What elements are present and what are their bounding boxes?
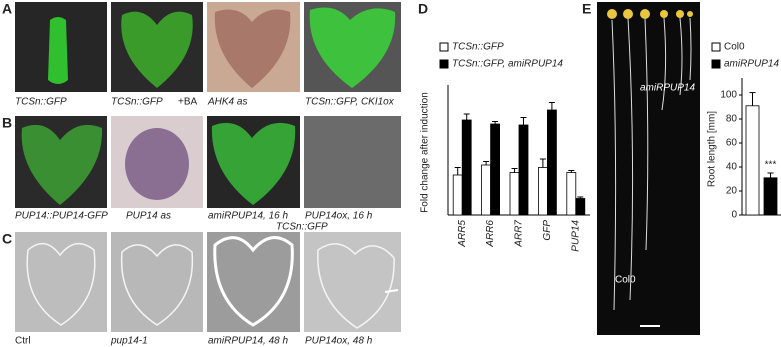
x-tick-label: ARR7 xyxy=(514,220,525,248)
micrographs-c xyxy=(15,232,401,332)
caption: amiRPUP14, 48 h xyxy=(208,336,288,347)
legend-label: TCSn::GFP xyxy=(452,42,504,53)
y-tick-label: 100 xyxy=(720,90,737,101)
panel-label: D xyxy=(418,1,428,17)
legend-label: amiRPUP14 xyxy=(724,59,779,70)
legend-swatch xyxy=(439,59,449,69)
stain xyxy=(214,9,291,89)
y-tick-label: 20 xyxy=(726,186,738,197)
micrographs-b xyxy=(15,116,401,208)
bar xyxy=(490,123,501,216)
y-tick-label: 40 xyxy=(726,162,738,173)
bar xyxy=(461,119,472,216)
bar xyxy=(575,198,586,216)
caption: PUP14ox, 48 h xyxy=(305,336,373,347)
micrographs-a xyxy=(15,2,401,92)
outline xyxy=(120,244,194,326)
seedling xyxy=(687,11,693,17)
caption: Ctrl xyxy=(15,336,31,347)
bar xyxy=(518,124,529,216)
caption: TCSn::GFP xyxy=(276,222,328,233)
outline xyxy=(317,243,395,329)
bar xyxy=(566,172,577,216)
gfp-signal xyxy=(21,124,103,205)
photo-label: amiRPUP14 xyxy=(640,83,695,94)
x-tick-label: GFP xyxy=(542,220,553,241)
panel-label: A xyxy=(2,1,12,17)
caption: TCSn::GFP xyxy=(111,97,163,108)
image xyxy=(207,232,300,332)
bar xyxy=(763,177,778,216)
panel-label: B xyxy=(2,115,12,131)
outline xyxy=(26,242,96,326)
seedling xyxy=(640,9,650,19)
caption: TCSn::GFP, CKI1ox xyxy=(305,97,395,108)
caption: +BA xyxy=(178,97,198,108)
bar xyxy=(481,164,492,216)
y-axis-label: Fold change after induction xyxy=(420,92,431,213)
seedling xyxy=(660,10,668,18)
seedling xyxy=(607,9,617,19)
legend-swatch xyxy=(711,42,721,52)
legend-label: TCSn::GFP, amiRPUP14 xyxy=(452,59,563,70)
root xyxy=(661,17,667,111)
y-tick-label: 60 xyxy=(726,138,738,149)
image xyxy=(304,116,401,208)
y-axis-label: Root length [mm] xyxy=(707,111,718,187)
arrow xyxy=(384,289,399,293)
bar xyxy=(547,109,557,216)
gfp-signal xyxy=(121,11,193,89)
x-tick-label: PUP14 xyxy=(570,220,581,252)
caption: PUP14 as xyxy=(126,211,171,222)
caption: PUP14ox, 16 h xyxy=(305,211,373,222)
panel-label: E xyxy=(582,1,591,17)
bar xyxy=(509,172,520,216)
stain xyxy=(125,128,189,200)
root xyxy=(679,17,683,96)
root xyxy=(644,17,649,251)
x-tick-label: ARR5 xyxy=(457,220,468,248)
caption: TCSn::GFP xyxy=(15,97,67,108)
bar xyxy=(452,174,463,216)
caption: pup14-1 xyxy=(110,336,148,347)
image xyxy=(597,2,700,335)
gfp-signal xyxy=(309,7,396,89)
legend-label: Col0 xyxy=(724,42,745,53)
outline xyxy=(213,236,294,327)
seedling xyxy=(676,10,684,18)
root xyxy=(611,19,617,311)
caption: AHK4 as xyxy=(207,97,247,108)
root-photo: amiRPUP14 Col0 xyxy=(597,2,700,335)
gfp-signal xyxy=(48,17,68,84)
root xyxy=(627,17,634,301)
caption: amiRPUP14, 16 h xyxy=(208,211,288,222)
annotation: *** xyxy=(765,160,777,171)
bar xyxy=(538,167,548,216)
bar xyxy=(745,105,760,216)
y-tick-label: 80 xyxy=(726,114,738,125)
legend-swatch xyxy=(711,59,721,69)
root xyxy=(689,17,692,81)
y-tick-label: 0 xyxy=(731,210,737,221)
image xyxy=(304,232,401,332)
x-tick-label: ARR6 xyxy=(485,220,496,248)
panel-label: C xyxy=(2,231,12,247)
photo-label: Col0 xyxy=(615,275,636,286)
caption: PUP14::PUP14-GFP xyxy=(15,211,108,222)
seedling xyxy=(623,9,633,19)
gfp-signal xyxy=(211,122,296,205)
legend-swatch xyxy=(439,42,449,52)
